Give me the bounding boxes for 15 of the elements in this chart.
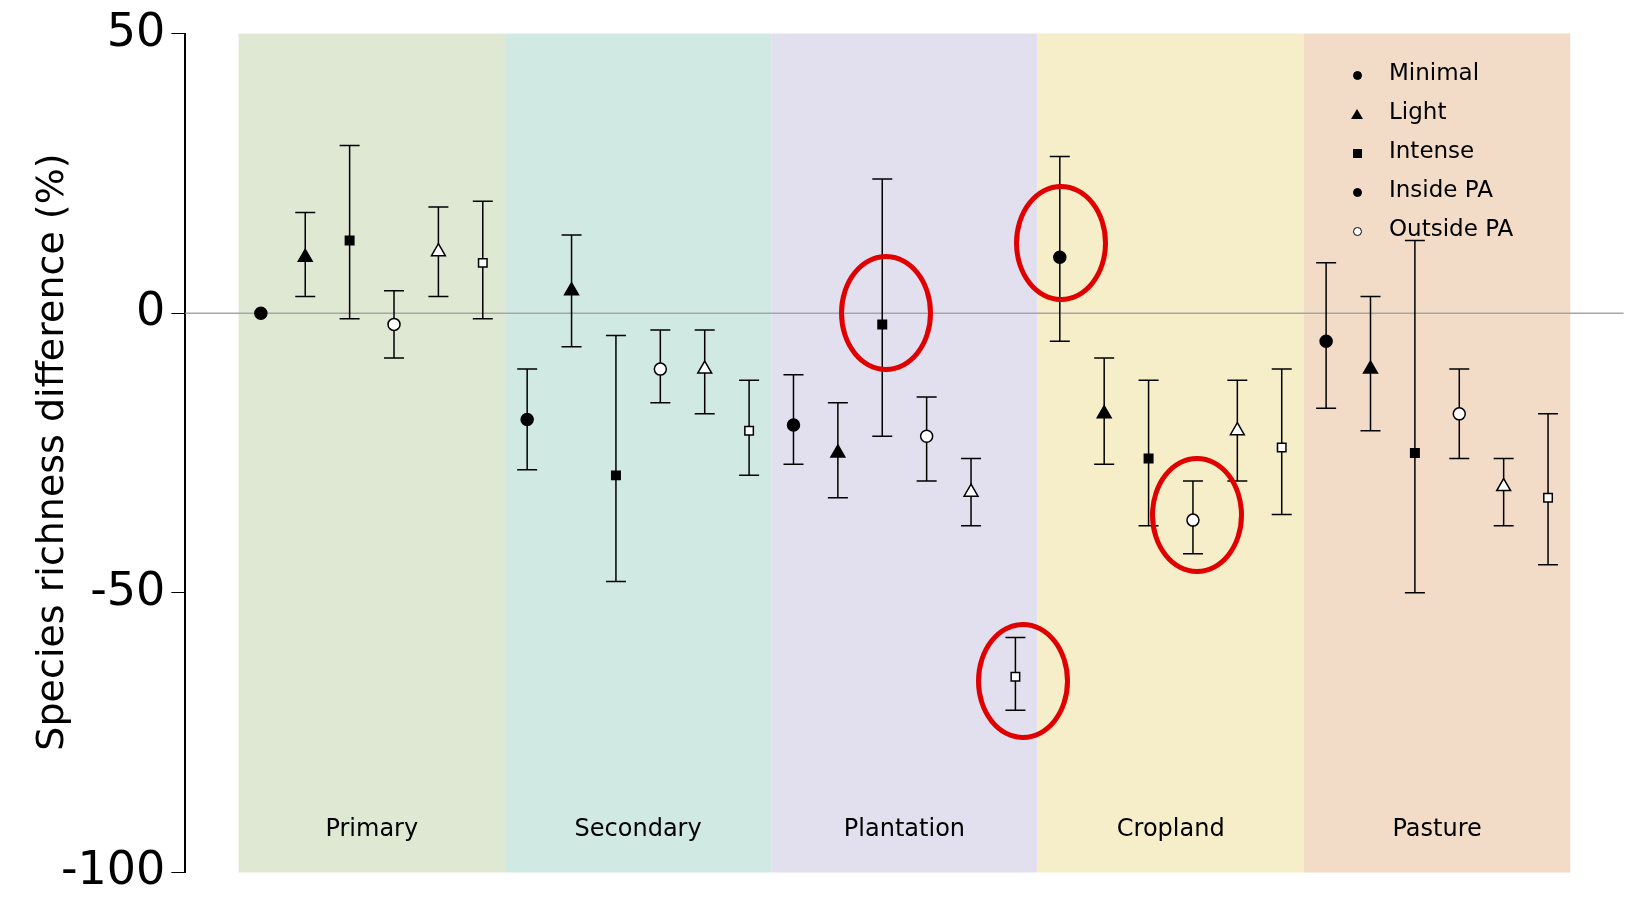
x-tick-label: Pasture bbox=[1392, 813, 1482, 842]
y-tick-label: -50 bbox=[90, 561, 166, 616]
x-tick-label: Cropland bbox=[1116, 813, 1225, 842]
y-tick-label: -100 bbox=[60, 841, 166, 896]
x-tick-label: Secondary bbox=[574, 813, 702, 842]
legend-label: Minimal bbox=[1389, 58, 1480, 85]
legend-label: Outside PA bbox=[1389, 214, 1514, 241]
x-tick-label: Plantation bbox=[843, 813, 966, 842]
x-tick-label: Primary bbox=[325, 813, 419, 842]
y-tick-label: 50 bbox=[106, 2, 166, 57]
legend-label: Light bbox=[1389, 97, 1447, 124]
y-axis-title: Species richness difference (%) bbox=[28, 152, 72, 753]
legend-label: Intense bbox=[1389, 136, 1475, 163]
y-tick-label: 0 bbox=[136, 282, 166, 337]
legend-label: Inside PA bbox=[1389, 175, 1493, 202]
